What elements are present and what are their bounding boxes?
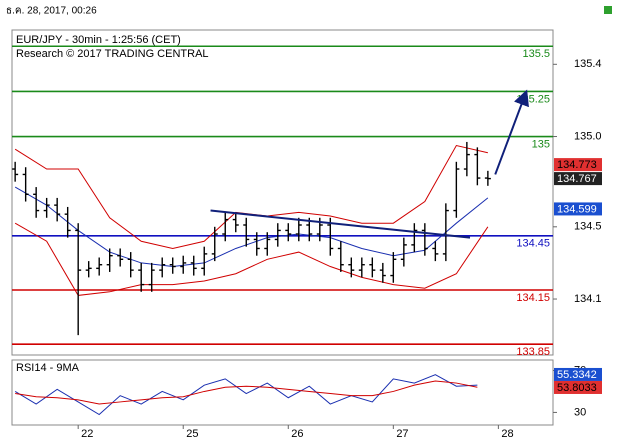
main-panel: [11, 29, 554, 356]
overlay-line: [14, 186, 489, 268]
level-label: 135: [532, 138, 550, 150]
rsi-panel: [11, 359, 554, 426]
price-box: [554, 202, 602, 216]
price-box: [554, 367, 602, 381]
forecast-arrow: [494, 89, 529, 175]
price-label: 55.3342: [557, 369, 597, 381]
y-tick-label: 134.1: [574, 293, 602, 305]
x-tick-label: 22: [81, 428, 93, 440]
price-box: [554, 158, 602, 172]
y-tick-label: 134.5: [574, 221, 602, 233]
level-label: 135.5: [522, 48, 550, 60]
level-label: 134.45: [516, 238, 550, 250]
rsi-line: [15, 380, 478, 405]
price-label: 134.599: [557, 203, 597, 215]
overlay-line: [14, 222, 489, 296]
y-tick-label: 30: [574, 406, 586, 418]
x-tick-label: 27: [396, 428, 408, 440]
trendline: [210, 209, 471, 239]
y-tick-label: 135.4: [574, 58, 602, 70]
level-label: 134.15: [516, 292, 550, 304]
chart-subtitle: Research © 2017 TRADING CENTRAL: [16, 48, 209, 60]
price-box: [554, 172, 602, 186]
price-label: 134.773: [557, 159, 597, 171]
x-tick-label: 25: [186, 428, 198, 440]
status-indicator: [604, 6, 612, 14]
x-tick-label: 26: [291, 428, 303, 440]
level-label: 133.85: [516, 346, 550, 358]
rsi-title: RSI14 - 9MA: [16, 362, 80, 374]
y-tick-label: 135.0: [574, 130, 602, 142]
price-label: 134.767: [557, 173, 597, 185]
rsi-line: [14, 374, 478, 416]
price-box: [554, 380, 602, 394]
x-tick-label: 28: [501, 428, 513, 440]
chart-title: EUR/JPY - 30min - 1:25:56 (CET): [16, 34, 181, 46]
price-label: 53.8033: [557, 382, 597, 394]
timestamp: ธ.ค. 28, 2017, 00:26: [6, 6, 97, 17]
